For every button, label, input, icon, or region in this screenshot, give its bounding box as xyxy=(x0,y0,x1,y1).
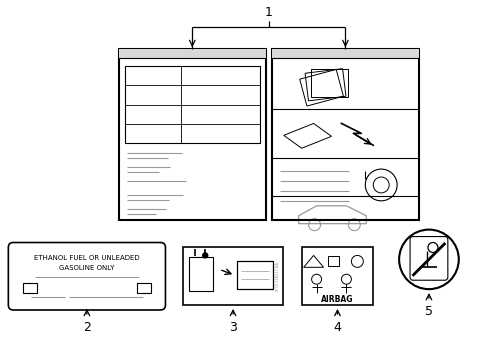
Text: 1: 1 xyxy=(264,6,272,19)
Bar xyxy=(124,66,260,143)
Bar xyxy=(183,247,282,305)
Text: GASOLINE ONLY: GASOLINE ONLY xyxy=(59,265,114,271)
Text: ETHANOL FUEL OR UNLEADED: ETHANOL FUEL OR UNLEADED xyxy=(34,255,140,261)
Bar xyxy=(119,49,265,220)
Bar xyxy=(271,49,418,58)
Text: 5: 5 xyxy=(424,305,432,318)
Text: 4: 4 xyxy=(333,321,341,334)
Bar xyxy=(327,256,339,266)
Text: XF3Z-14B217-AA: XF3Z-14B217-AA xyxy=(275,261,279,291)
Text: 3: 3 xyxy=(229,321,237,334)
Bar xyxy=(136,283,150,293)
Bar xyxy=(189,257,213,291)
Bar xyxy=(119,49,265,58)
Text: AIRBAG: AIRBAG xyxy=(321,294,353,303)
Text: 2: 2 xyxy=(83,321,91,334)
Bar xyxy=(237,261,272,289)
Bar xyxy=(271,49,418,220)
Bar xyxy=(301,247,372,305)
Circle shape xyxy=(203,253,207,258)
Bar xyxy=(23,283,37,293)
